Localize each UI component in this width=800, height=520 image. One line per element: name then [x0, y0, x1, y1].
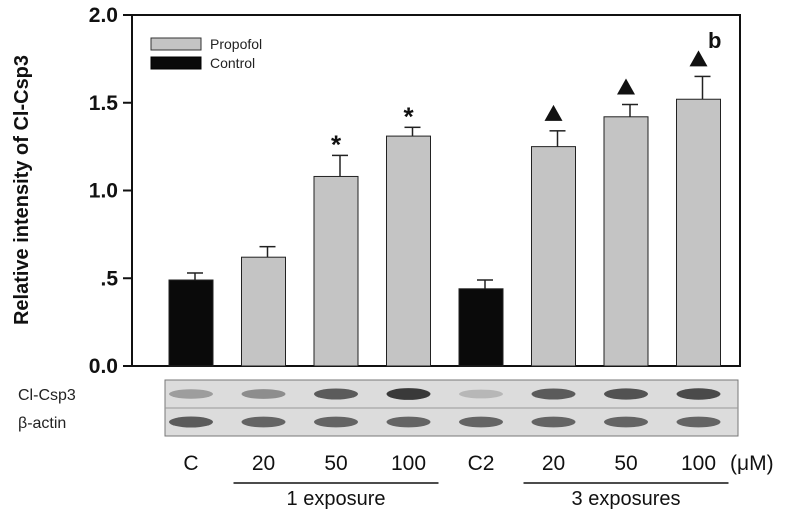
significance-triangle [617, 78, 635, 95]
significance-triangle [544, 104, 563, 121]
x-axis-unit-label: (μM) [730, 452, 774, 475]
legend-label-control: Control [210, 55, 255, 71]
y-tick-label: 0.0 [89, 355, 118, 378]
blot-band [459, 389, 503, 399]
blot-band [604, 416, 648, 428]
x-category-label: 100 [391, 452, 426, 475]
bar-series: ** [168, 50, 721, 367]
blot-band [676, 416, 721, 428]
blot-band [531, 388, 576, 400]
y-tick-label: .5 [100, 267, 118, 290]
x-category-label: 20 [542, 452, 565, 475]
exposure-groups: 1 exposure 3 exposures [233, 482, 729, 510]
bar [676, 98, 721, 367]
x-category-label: 50 [324, 452, 347, 475]
blot-band [604, 388, 648, 400]
blot-band [314, 416, 358, 428]
y-tick-label: 2.0 [89, 4, 118, 27]
x-category-label: C [183, 452, 198, 475]
blot-band [314, 388, 358, 400]
significance-triangle [689, 50, 708, 67]
x-axis-categories: C 20 50 100 C2 20 50 100 [183, 452, 716, 475]
y-axis-label: Relative intensity of Cl-Csp3 [11, 55, 33, 325]
blot-band [459, 416, 503, 428]
x-category-label: C2 [468, 452, 495, 475]
blot-band [241, 389, 286, 399]
bar [241, 256, 286, 367]
legend-label-propofol: Propofol [210, 36, 262, 52]
western-blot-strip: Cl-Csp3 β-actin [18, 379, 739, 437]
y-axis: 0.0 .5 1.0 1.5 2.0 [89, 4, 132, 378]
blot-band [169, 416, 213, 428]
x-category-label: 100 [681, 452, 716, 475]
blot-row-label-clcsp3: Cl-Csp3 [18, 387, 76, 404]
x-category-label: 20 [252, 452, 275, 475]
blot-band [531, 416, 576, 428]
y-tick-label: 1.5 [89, 92, 119, 115]
blot-row-label-beta-actin: β-actin [18, 415, 66, 432]
blot-band [386, 388, 431, 400]
bar [168, 279, 214, 367]
legend-swatch-control [150, 56, 202, 70]
blot-band [386, 416, 431, 428]
group-label: 1 exposure [287, 488, 386, 510]
legend-swatch-propofol [150, 37, 202, 51]
bar [386, 135, 431, 367]
legend: Propofol Control [150, 36, 262, 71]
bar [603, 116, 649, 367]
blot-bands [169, 388, 721, 428]
significance-asterisk: * [403, 101, 414, 131]
x-category-label: 50 [614, 452, 637, 475]
y-tick-label: 1.0 [89, 180, 118, 203]
blot-band [676, 388, 721, 400]
panel-letter: b [708, 28, 721, 53]
group-label: 3 exposures [572, 488, 681, 510]
blot-band [241, 416, 286, 428]
bar [531, 146, 576, 367]
bar [458, 288, 504, 367]
significance-asterisk: * [331, 129, 342, 159]
blot-band [169, 389, 213, 399]
bar [313, 175, 359, 367]
